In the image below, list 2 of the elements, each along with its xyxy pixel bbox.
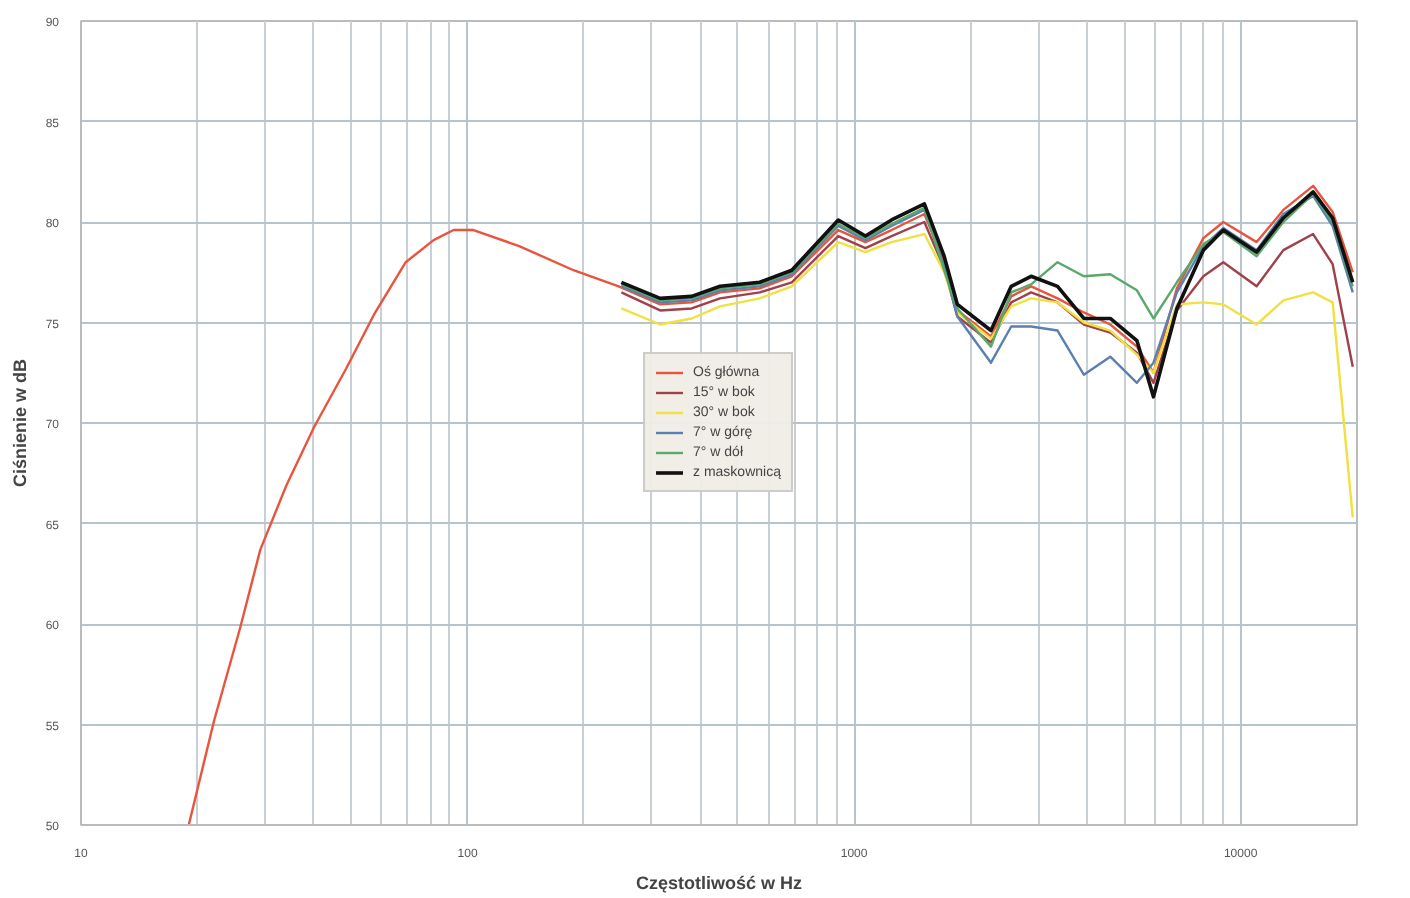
y-axis-title: Ciśnienie w dB <box>9 357 30 488</box>
x-axis-title: Częstotliwość w Hz <box>635 873 804 893</box>
